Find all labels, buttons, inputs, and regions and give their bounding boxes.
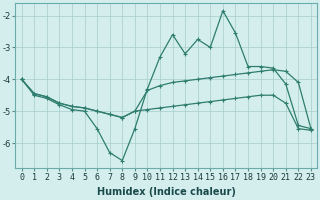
X-axis label: Humidex (Indice chaleur): Humidex (Indice chaleur) bbox=[97, 187, 236, 197]
